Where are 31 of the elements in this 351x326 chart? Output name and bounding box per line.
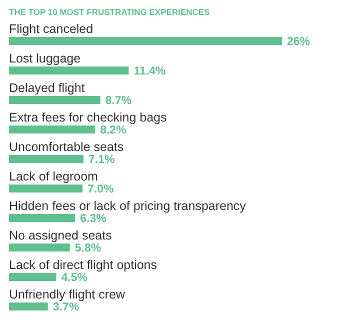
y-tick-label: Hidden fees or lack of pricing transparency [9, 199, 247, 213]
data-label: 3.7% [52, 302, 80, 314]
y-tick-label: Unfriendly flight crew [9, 288, 126, 302]
y-tick-label: No assigned seats [9, 228, 112, 242]
bar [9, 273, 56, 281]
bar [9, 155, 84, 163]
data-label: 5.8% [74, 242, 102, 254]
chart-title: THE TOP 10 MOST FRUSTRATING EXPERIENCES [9, 7, 210, 17]
data-label: 8.2% [100, 124, 126, 136]
y-tick-label: Extra fees for checking bags [9, 110, 167, 124]
y-tick-label: Delayed flight [9, 81, 86, 95]
bar [9, 37, 282, 45]
y-tick-label: Lack of direct flight options [9, 258, 157, 272]
data-label: 11.4% [134, 66, 166, 78]
data-label: 26% [287, 36, 310, 48]
y-tick-label: Uncomfortable seats [9, 140, 124, 154]
bar [9, 214, 76, 222]
bar [9, 126, 96, 134]
bar [9, 184, 82, 192]
bar [9, 302, 48, 310]
data-label: 6.3% [80, 213, 106, 225]
bar [9, 66, 129, 74]
y-tick-label: Lack of legroom [9, 170, 98, 184]
data-label: 8.7% [105, 95, 132, 107]
y-tick-label: Flight canceled [9, 22, 94, 36]
data-label: 4.5% [61, 272, 88, 284]
data-label: 7.1% [88, 154, 115, 166]
bar [9, 96, 100, 104]
y-tick-label: Lost luggage [9, 52, 81, 66]
data-label: 7.0% [88, 184, 114, 196]
bar [9, 244, 70, 252]
